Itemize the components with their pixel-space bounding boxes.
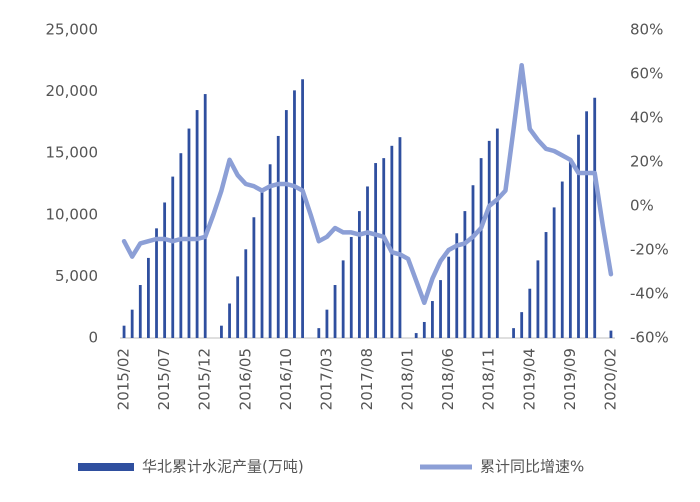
- bar: [138, 285, 142, 338]
- bar: [268, 164, 272, 338]
- bar: [382, 158, 386, 338]
- bar: [374, 163, 378, 338]
- bar: [447, 256, 451, 338]
- bar: [349, 236, 353, 338]
- legend-swatch: [78, 463, 134, 471]
- bar: [163, 202, 167, 338]
- y-tick-label: 5,000: [55, 267, 98, 285]
- bar: [301, 79, 304, 338]
- bar: [252, 217, 256, 338]
- bar: [398, 137, 402, 338]
- bar: [341, 260, 345, 338]
- bar: [439, 280, 442, 338]
- bar: [390, 145, 394, 338]
- bar: [544, 232, 548, 338]
- y-tick-label: 0: [88, 329, 98, 347]
- bar: [487, 140, 491, 338]
- bar: [536, 260, 540, 338]
- x-tick-label: 2016/05: [236, 348, 254, 410]
- x-tick-label: 2018/01: [399, 348, 417, 410]
- bar: [187, 128, 191, 338]
- bar: [431, 301, 434, 338]
- bar: [228, 303, 231, 338]
- bar: [520, 312, 524, 338]
- bar: [220, 325, 223, 338]
- y2-tick-label: 0%: [630, 197, 654, 215]
- bar: [512, 328, 515, 338]
- y2-tick-label: 60%: [630, 65, 663, 83]
- bar: [585, 111, 588, 338]
- y2-tick-label: 80%: [630, 21, 663, 39]
- bar: [471, 185, 475, 338]
- x-tick-label: 2015/02: [115, 348, 133, 410]
- bar: [122, 325, 126, 338]
- y2-tick-label: 20%: [630, 153, 663, 171]
- y2-tick-label: -20%: [630, 241, 669, 259]
- bar: [155, 228, 158, 338]
- y2-tick-label: -60%: [630, 329, 669, 347]
- x-tick-label: 2017/03: [317, 348, 335, 410]
- x-tick-label: 2020/02: [601, 348, 619, 410]
- y-tick-label: 25,000: [46, 21, 99, 39]
- y-tick-label: 15,000: [46, 144, 99, 162]
- bar: [609, 330, 613, 338]
- x-tick-label: 2016/10: [277, 348, 295, 410]
- bar: [593, 97, 597, 338]
- bar: [236, 276, 240, 338]
- bar: [366, 186, 369, 338]
- bar: [325, 309, 329, 338]
- bar: [463, 211, 467, 338]
- bar: [422, 321, 426, 338]
- bar: [130, 309, 134, 338]
- y2-tick-label: -40%: [630, 285, 669, 303]
- bar: [293, 90, 296, 338]
- bar: [244, 249, 248, 338]
- bar: [179, 153, 183, 338]
- bar: [171, 176, 175, 338]
- bar: [147, 257, 150, 338]
- bar: [203, 94, 207, 339]
- line: [121, 62, 614, 306]
- bar: [414, 333, 418, 338]
- y-tick-label: 20,000: [46, 82, 99, 100]
- x-tick-label: 2019/09: [561, 348, 579, 410]
- legend-label: 累计同比增速%: [480, 458, 584, 476]
- bar: [495, 128, 499, 338]
- x-tick-label: 2018/11: [480, 348, 498, 410]
- legend-label: 华北累计水泥产量(万吨): [142, 458, 304, 476]
- bar: [455, 233, 459, 338]
- bar: [284, 110, 288, 338]
- bar: [357, 211, 361, 338]
- bar: [479, 158, 483, 338]
- bar: [568, 159, 572, 338]
- bar: [260, 190, 264, 338]
- bar: [195, 110, 199, 338]
- bar: [560, 181, 564, 338]
- x-tick-label: 2019/04: [520, 348, 538, 410]
- bar: [528, 288, 532, 338]
- y-tick-label: 10,000: [46, 205, 99, 223]
- y2-tick-label: 40%: [630, 109, 663, 127]
- bar: [333, 285, 337, 338]
- bar: [577, 134, 580, 338]
- x-tick-label: 2017/08: [358, 348, 376, 410]
- bar: [317, 328, 321, 338]
- x-tick-label: 2018/06: [439, 348, 457, 410]
- x-tick-label: 2015/12: [196, 348, 214, 410]
- bar: [276, 135, 280, 338]
- bar: [552, 207, 556, 338]
- x-tick-label: 2015/07: [155, 348, 173, 410]
